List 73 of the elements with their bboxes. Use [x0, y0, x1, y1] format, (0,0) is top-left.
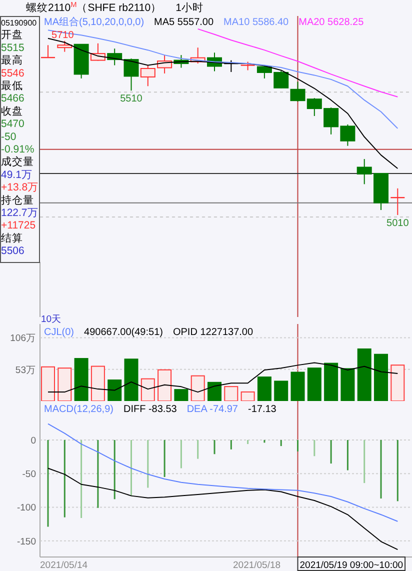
text: 收盘	[1, 105, 23, 118]
bar	[324, 362, 338, 401]
text: 结算	[1, 231, 23, 244]
candlestick	[57, 40, 72, 52]
candlestick	[140, 64, 156, 87]
bar	[124, 358, 138, 401]
y-tick-label: 53万	[15, 364, 36, 376]
bar	[374, 354, 388, 401]
text: 2021/05/18	[233, 560, 281, 571]
line-series	[48, 362, 398, 393]
bar	[208, 382, 222, 401]
bar	[174, 389, 188, 401]
text: 最低	[1, 80, 23, 92]
bar	[41, 366, 55, 401]
bar	[357, 348, 372, 401]
text: 49.1万	[1, 168, 32, 181]
bar	[140, 378, 155, 401]
text: 122.7万	[1, 207, 38, 219]
text: 5506	[1, 245, 25, 258]
text: 2021/05/19 09:00~10:00	[300, 560, 404, 571]
text: MA20 5628.25	[298, 17, 364, 28]
annotation: -17.13	[248, 404, 277, 415]
bar	[257, 376, 272, 401]
bar	[108, 380, 122, 401]
bar	[90, 366, 105, 401]
text: MA10 5586.40	[224, 17, 290, 28]
bar	[74, 358, 88, 401]
text: 最高	[1, 54, 23, 67]
text: MA5 5557.00	[154, 17, 214, 28]
bar	[290, 372, 305, 401]
text: -50	[1, 130, 16, 143]
annotation: 490667.00(49:51)	[84, 327, 163, 338]
legend-title: MACD(12,26,9)	[44, 404, 114, 415]
text: 5515	[1, 42, 25, 54]
bar	[390, 364, 405, 401]
text: -0.91%	[1, 144, 34, 156]
text: 开盘	[1, 29, 23, 42]
chart-subtitle: 1小时	[176, 1, 204, 14]
bar	[224, 386, 238, 401]
annotation: 5710	[52, 30, 74, 41]
bar	[240, 391, 255, 401]
legend-title: CJL(0)	[44, 327, 74, 338]
bar	[340, 368, 355, 401]
chart-title: 螺纹2110$^{M}$（SHFE rb2110）	[26, 0, 162, 14]
y-tick-label: -50	[22, 469, 36, 480]
y-tick-label: 0	[30, 436, 36, 446]
text: DEA -74.97	[186, 404, 238, 415]
candlestick	[124, 58, 139, 92]
bar	[190, 375, 205, 401]
text: 持仓量	[1, 194, 34, 206]
text: 2021/05/14	[40, 560, 88, 571]
y-tick-label: 106万	[10, 333, 36, 344]
text: 5466	[1, 92, 25, 105]
bar	[58, 368, 72, 401]
annotation: 5010	[386, 218, 410, 230]
bar	[158, 369, 172, 401]
legend-title: MA组合(5,10,20,0,0,0)	[44, 16, 144, 28]
text: +11725	[1, 220, 36, 232]
bar	[274, 380, 288, 401]
bar	[307, 368, 322, 401]
y-tick-label: -150	[16, 536, 36, 548]
text: 5546	[1, 67, 25, 80]
annotation: 10天	[41, 314, 62, 325]
y-tick-label: -100	[16, 502, 36, 514]
text: +13.8万	[1, 182, 39, 194]
text: 05190900	[1, 18, 38, 28]
text: 成交量	[1, 155, 34, 168]
annotation: OPID 1227137.00	[172, 327, 254, 338]
text: DIFF -83.53	[123, 404, 178, 415]
text: 5470	[1, 118, 25, 130]
line-series	[48, 468, 398, 550]
line-series	[48, 423, 398, 522]
annotation: 5510	[120, 94, 143, 105]
